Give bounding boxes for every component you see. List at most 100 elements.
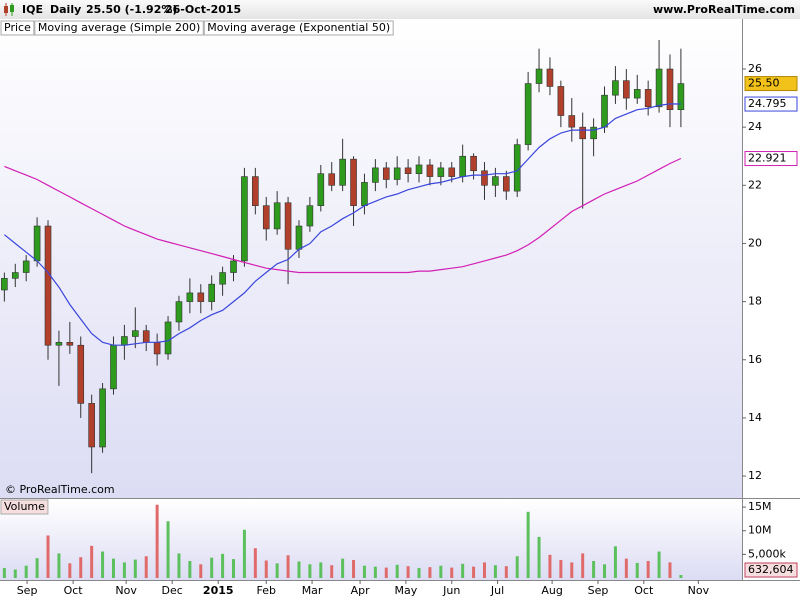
y-tick-label: 14 xyxy=(748,411,762,424)
candle-body xyxy=(230,260,237,273)
candle-body xyxy=(317,173,325,206)
volume-bar xyxy=(362,565,366,578)
candle-body xyxy=(153,342,161,355)
candle-body xyxy=(197,292,205,302)
volume-bar xyxy=(133,559,137,578)
volume-bar xyxy=(210,557,214,578)
volume-bar xyxy=(275,563,279,578)
volume-bar xyxy=(526,511,530,578)
volume-bar xyxy=(319,562,323,578)
volume-bar xyxy=(68,563,72,578)
volume-bar xyxy=(406,566,410,578)
candle-body xyxy=(492,176,499,186)
candle-body xyxy=(601,94,608,128)
candle-body xyxy=(372,167,379,183)
volume-bar xyxy=(384,567,388,578)
volume-label-box xyxy=(0,499,49,515)
moving-average-line xyxy=(4,103,681,346)
quote: 25.50 (-1.92%) xyxy=(86,3,177,16)
y-tick-label: 16 xyxy=(748,353,762,366)
value-marker-box xyxy=(744,76,798,92)
volume-bar xyxy=(13,569,17,578)
date: 26-Oct-2015 xyxy=(165,3,241,16)
x-tick-label: Apr xyxy=(351,584,371,597)
x-tick-label: Jun xyxy=(442,584,460,597)
candle-body xyxy=(579,126,586,140)
candle-body xyxy=(110,344,117,390)
volume-bar xyxy=(592,560,596,578)
legend-entry: Moving average (Simple 200) xyxy=(38,21,200,34)
candle-body xyxy=(284,202,292,250)
x-tick-label: Oct xyxy=(634,584,654,597)
candles xyxy=(1,39,685,578)
volume-bar xyxy=(461,563,465,578)
volume-bar xyxy=(548,554,552,578)
volume-bar xyxy=(603,564,607,578)
volume-bar xyxy=(90,545,94,578)
candle-body xyxy=(208,283,215,302)
volume-bar xyxy=(242,529,246,578)
candle-body xyxy=(426,164,434,177)
legend-entry: Moving average (Exponential 50) xyxy=(207,21,390,34)
candle-body xyxy=(524,83,532,145)
x-tick-label: Mar xyxy=(302,584,323,597)
candle-body xyxy=(164,321,172,355)
candle-body xyxy=(306,205,314,227)
x-tick-label: Nov xyxy=(115,584,137,597)
volume-bar xyxy=(679,575,683,578)
candle-body xyxy=(655,68,663,108)
legend-box xyxy=(34,20,204,36)
candle-body xyxy=(459,155,466,177)
volume-bar xyxy=(624,558,628,578)
candle-body xyxy=(88,403,95,448)
candle-body xyxy=(546,68,554,87)
candle-body xyxy=(644,89,652,108)
volume-bar xyxy=(417,568,421,578)
candle-body xyxy=(339,158,346,186)
candle-body xyxy=(393,167,401,180)
candle-body xyxy=(677,83,685,111)
x-tick-label: Nov xyxy=(688,584,710,597)
x-tick-label: Feb xyxy=(257,584,276,597)
value-marker: 24.795 xyxy=(748,97,787,110)
candle-body xyxy=(557,86,565,116)
candle-body xyxy=(241,176,248,262)
candle-body xyxy=(361,182,368,206)
volume-bar xyxy=(308,564,312,578)
candle-body xyxy=(328,173,336,186)
volume-tick-label: 5,000k xyxy=(748,547,786,560)
volume-bar xyxy=(515,556,519,578)
volume-bar xyxy=(504,566,508,578)
header-icon xyxy=(4,3,14,16)
volume-bar xyxy=(232,559,236,578)
candle-body xyxy=(633,89,641,99)
x-tick-label: Jul xyxy=(490,584,504,597)
value-marker-box xyxy=(744,562,798,578)
candle-body xyxy=(175,301,183,323)
volume-bar xyxy=(482,562,486,578)
candle-body xyxy=(623,80,630,99)
candle-body xyxy=(142,330,150,343)
volume-label: Volume xyxy=(4,500,45,513)
candle-body xyxy=(55,342,63,346)
volume-bar xyxy=(166,521,170,578)
candle-body xyxy=(252,176,259,206)
candle-body xyxy=(503,176,510,192)
volume-bar xyxy=(155,504,159,578)
volume-bar xyxy=(668,562,672,578)
candle-body xyxy=(404,167,412,174)
candle-body xyxy=(481,170,488,186)
candle-body xyxy=(186,292,194,302)
candle-body xyxy=(77,344,85,404)
volume-bar xyxy=(635,562,639,578)
volume-bar xyxy=(373,566,377,578)
volume-bar xyxy=(493,565,497,578)
candle-body xyxy=(568,115,576,128)
y-tick-label: 18 xyxy=(748,295,762,308)
volume-bar xyxy=(297,561,301,578)
volume-bar xyxy=(657,551,661,578)
legend-box xyxy=(203,20,394,36)
legend-entry: Price xyxy=(4,21,31,34)
volume-bar xyxy=(428,567,432,578)
